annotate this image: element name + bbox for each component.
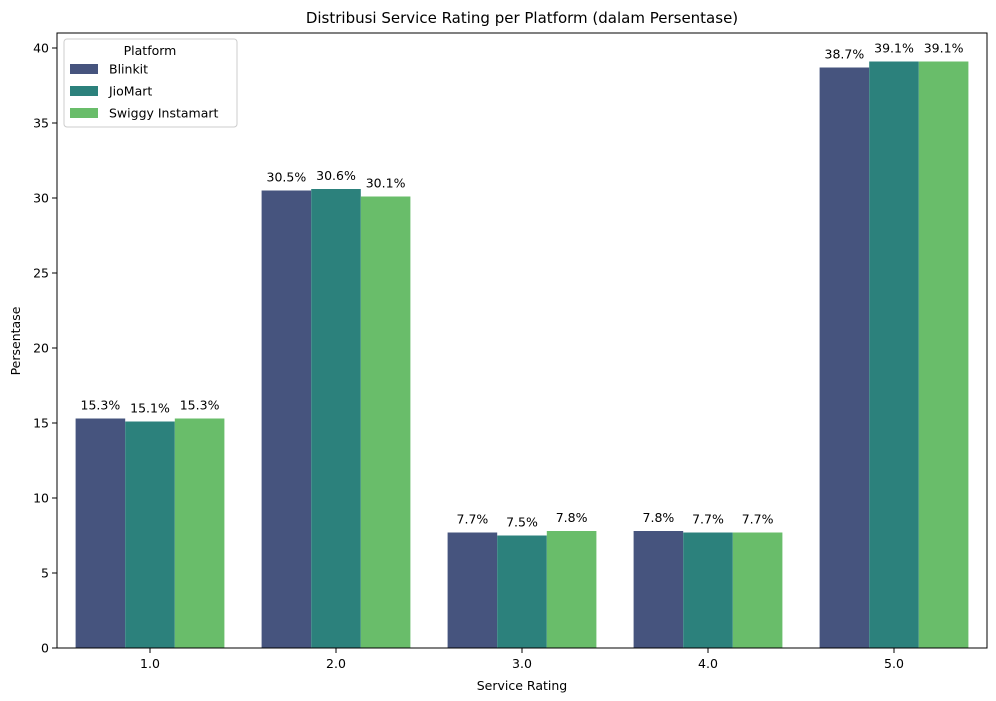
bar: [918, 61, 969, 648]
bar: [732, 532, 783, 648]
chart-title: Distribusi Service Rating per Platform (…: [306, 9, 738, 27]
legend-entry: Swiggy Instamart: [109, 106, 219, 121]
data-label: 30.5%: [267, 170, 307, 185]
legend-entry: JioMart: [108, 84, 152, 99]
data-label: 38.7%: [825, 47, 865, 62]
bar: [869, 61, 919, 648]
legend-swatch: [70, 86, 98, 96]
y-tick-label: 30: [33, 191, 49, 206]
data-label: 15.1%: [130, 401, 170, 416]
bar: [546, 531, 597, 648]
x-tick-label: 1.0: [140, 656, 160, 671]
y-tick-label: 10: [33, 491, 49, 506]
bar: [360, 196, 411, 648]
legend-title: Platform: [124, 43, 177, 58]
data-label: 7.7%: [457, 512, 489, 527]
y-tick-label: 20: [33, 341, 49, 356]
legend-frame: [63, 38, 238, 128]
axes-frame: [56, 32, 988, 649]
plot-area: 0 5 10 15 20 25 30 35 40 15.3% 15.1% 15.3% 1.0 30.5% 3…: [33, 32, 988, 671]
data-label: 30.1%: [366, 176, 406, 191]
legend-swatch: [70, 64, 98, 74]
bar: [819, 67, 870, 648]
y-tick-label: 25: [33, 266, 49, 281]
data-label: 7.7%: [692, 512, 724, 527]
bar: [311, 189, 361, 648]
bar: [75, 418, 126, 648]
data-label: 30.6%: [316, 168, 356, 183]
x-tick-label: 3.0: [512, 656, 532, 671]
data-label: 15.3%: [180, 398, 220, 413]
x-axis-label: Service Rating: [477, 678, 567, 693]
y-tick-label: 15: [33, 416, 49, 431]
bar: [683, 532, 733, 648]
y-tick-label: 5: [41, 566, 49, 581]
data-label: 15.3%: [81, 398, 121, 413]
data-label: 7.5%: [506, 515, 538, 530]
bar: [174, 418, 225, 648]
bar: [497, 535, 547, 648]
x-tick-label: 5.0: [884, 656, 904, 671]
bar: [633, 531, 684, 648]
y-tick-label: 0: [41, 641, 49, 656]
bar: [125, 421, 175, 648]
bar: [261, 190, 312, 648]
data-label: 7.7%: [742, 512, 774, 527]
y-axis-label: Persentase: [8, 306, 23, 375]
y-tick-label: 35: [33, 116, 49, 131]
legend: Platform Blinkit JioMart Swiggy Instamart: [63, 38, 238, 128]
y-tick-label: 40: [33, 41, 49, 56]
data-label: 7.8%: [643, 510, 675, 525]
x-tick-label: 4.0: [698, 656, 718, 671]
legend-swatch: [70, 108, 98, 118]
data-label: 39.1%: [874, 41, 914, 56]
data-label: 39.1%: [924, 41, 964, 56]
data-label: 7.8%: [556, 510, 588, 525]
x-tick-label: 2.0: [326, 656, 346, 671]
bar: [447, 532, 498, 648]
legend-entry: Blinkit: [109, 62, 148, 77]
